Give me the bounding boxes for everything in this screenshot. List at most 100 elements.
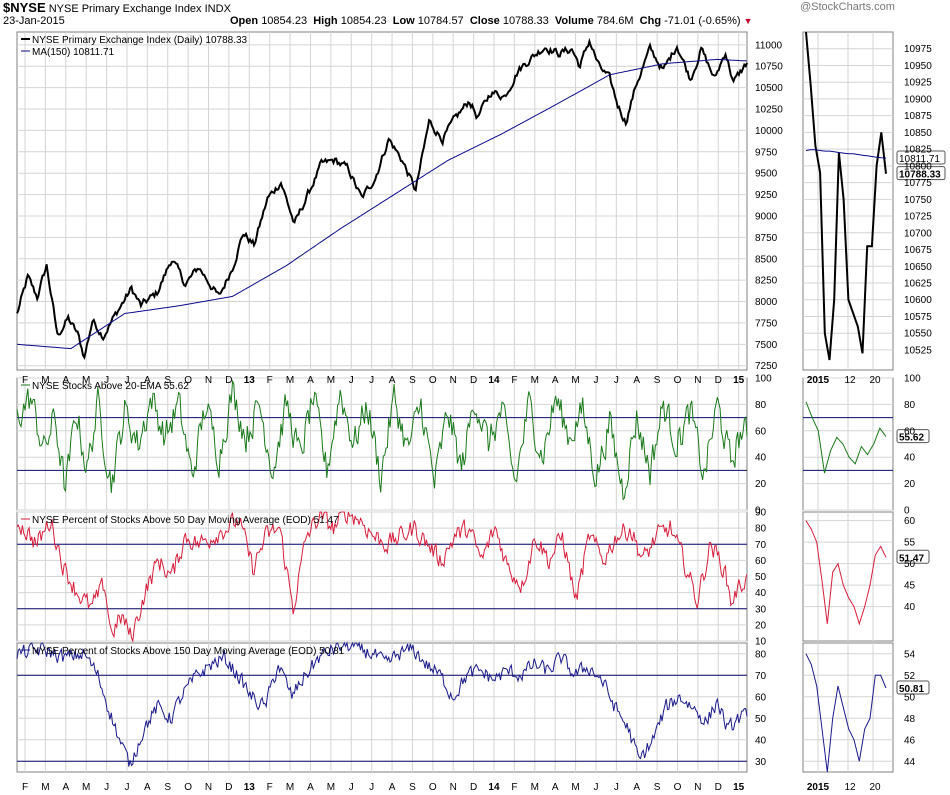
y-tick-label: 40: [755, 735, 767, 746]
zoom-x-label: 2015: [807, 375, 830, 386]
last-value-badge: [896, 166, 946, 181]
x-month-label-bottom: F: [267, 782, 273, 793]
x-month-label: O: [184, 375, 192, 386]
y-tick-label: 10500: [755, 83, 783, 94]
zoom-y-tick: 10925: [904, 78, 932, 89]
x-month-label-bottom: A: [633, 782, 640, 793]
zoom-series-line: [805, 401, 887, 474]
y-tick-label: 80: [755, 649, 767, 660]
zoom-y-tick: 10875: [904, 111, 932, 122]
zoom-y-tick: 80: [904, 400, 916, 411]
x-month-label: S: [409, 375, 416, 386]
chart-date: 23-Jan-2015: [3, 15, 65, 27]
x-month-label-bottom: A: [144, 782, 151, 793]
y-tick-label: 50: [755, 714, 767, 725]
x-month-label: M: [531, 375, 539, 386]
zoom-y-tick: 50: [904, 692, 916, 703]
y-tick-label: 10750: [755, 62, 783, 73]
x-month-label: N: [694, 375, 701, 386]
x-month-label-bottom: M: [41, 782, 49, 793]
y-tick-label: 9000: [755, 211, 778, 222]
zoom-y-tick: 10575: [904, 312, 932, 323]
x-month-label: M: [327, 375, 335, 386]
x-month-label-bottom: F: [22, 782, 28, 793]
legend-label: NYSE Primary Exchange Index (Daily) 1078…: [32, 35, 248, 46]
x-month-label-bottom: F: [511, 782, 517, 793]
y-tick-label: 40: [755, 453, 767, 464]
series-line-ma150: [16, 641, 748, 767]
panel-price: [16, 31, 748, 371]
x-month-label: F: [267, 375, 273, 386]
zoom-y-tick: 10725: [904, 212, 932, 223]
x-month-label: A: [62, 375, 69, 386]
y-tick-label: 0: [755, 506, 761, 517]
x-month-label: D: [470, 375, 477, 386]
panel-ma50: [16, 511, 748, 643]
x-month-label-bottom: J: [124, 782, 129, 793]
x-month-label: S: [164, 375, 171, 386]
zoom-panel-ma150: [802, 642, 930, 773]
x-month-label: D: [225, 375, 232, 386]
zoom-y-tick: 20: [904, 479, 916, 490]
x-month-label: A: [552, 375, 559, 386]
panel-ma150: [16, 641, 748, 773]
y-tick-label: 60: [755, 556, 767, 567]
x-month-label: N: [450, 375, 457, 386]
y-tick-label: 9500: [755, 169, 778, 180]
zoom-y-tick: 50: [904, 559, 916, 570]
x-month-label: D: [715, 375, 722, 386]
y-tick-label: 11000: [755, 40, 783, 51]
change-value: -71.01 (-0.65%): [664, 15, 741, 27]
x-month-label: A: [633, 375, 640, 386]
x-month-label-bottom: M: [286, 782, 294, 793]
zoom-panel-ma50: [802, 511, 930, 642]
x-month-label-bottom: S: [409, 782, 416, 793]
x-month-label: N: [205, 375, 212, 386]
last-value-label: 10811.71: [899, 154, 940, 165]
zoom-x-label-bottom: 12: [844, 782, 856, 793]
zoom-series-line: [805, 653, 887, 773]
y-tick-label: 9750: [755, 147, 778, 158]
zoom-panel-ema20: [802, 377, 930, 511]
x-month-label-bottom: O: [184, 782, 192, 793]
zoom-y-tick: 10850: [904, 128, 932, 139]
zoom-y-tick: 44: [904, 757, 916, 768]
zoom-y-tick: 10600: [904, 295, 932, 306]
zoom-y-tick: 54: [904, 649, 916, 660]
x-month-label-bottom: D: [470, 782, 477, 793]
series-line-price: [16, 37, 748, 360]
x-month-label-bottom: A: [62, 782, 69, 793]
x-month-label: A: [307, 375, 314, 386]
zoom-series-line: [805, 31, 887, 361]
last-value-badge: [896, 150, 946, 165]
zoom-y-tick: 60: [904, 426, 916, 437]
ohlc-summary: Open 10854.23 High 10854.23 Low 10784.57…: [230, 15, 753, 27]
high-value: 10854.23: [340, 15, 387, 27]
panel-frame: [16, 31, 748, 371]
volume-value: 784.6M: [596, 15, 634, 27]
zoom-y-tick: 10900: [904, 94, 932, 105]
zoom-y-tick: 10525: [904, 345, 932, 356]
zoom-y-tick: 100: [904, 374, 921, 385]
open-value: 10854.23: [261, 15, 308, 27]
x-month-label-bottom: S: [654, 782, 661, 793]
y-tick-label: 70: [755, 540, 767, 551]
y-tick-label: 40: [755, 588, 767, 599]
zoom-y-tick: 46: [904, 735, 916, 746]
x-month-label-bottom: O: [674, 782, 682, 793]
x-month-label-bottom: M: [571, 782, 579, 793]
y-tick-label: 60: [755, 692, 767, 703]
y-tick-label: 8000: [755, 297, 778, 308]
x-month-label-bottom: M: [327, 782, 335, 793]
x-month-label-bottom: D: [715, 782, 722, 793]
last-value-label: 51.47: [899, 553, 924, 564]
last-value-label: 10788.33: [899, 170, 941, 181]
down-arrow-icon: ▼: [743, 16, 753, 26]
y-tick-label: 60: [755, 426, 767, 437]
zoom-y-tick: 45: [904, 581, 916, 592]
watermark: @StockCharts.com: [800, 1, 895, 13]
y-tick-label: 10250: [755, 105, 783, 116]
y-tick-label: 8500: [755, 254, 778, 265]
x-month-label-bottom: S: [164, 782, 171, 793]
x-month-label-bottom: J: [593, 782, 598, 793]
